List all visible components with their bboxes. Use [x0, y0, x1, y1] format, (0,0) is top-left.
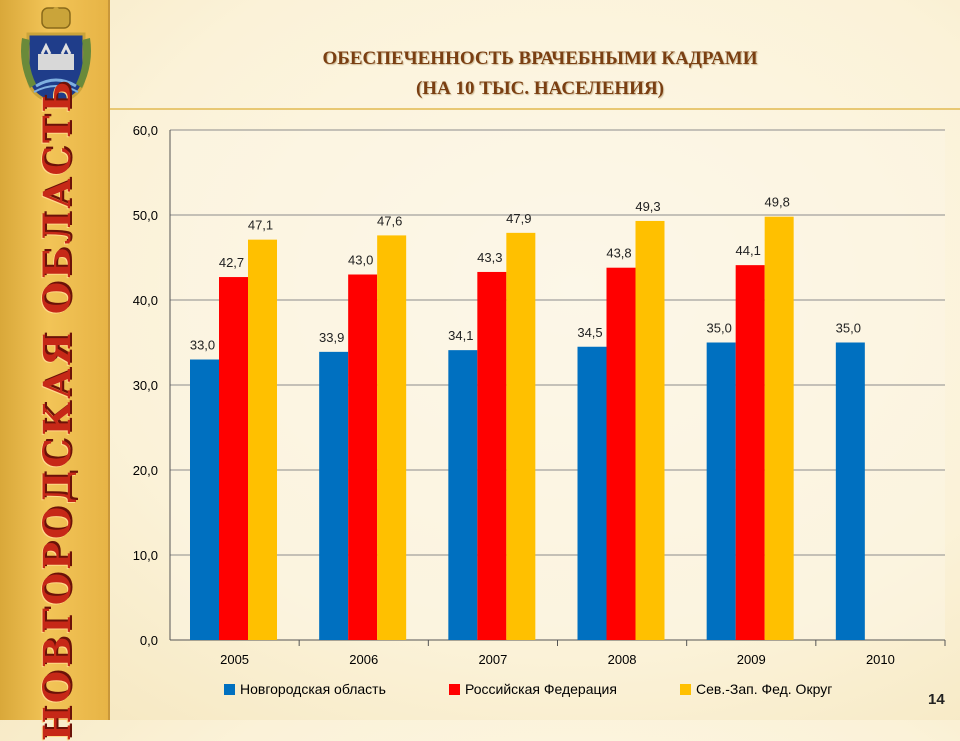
bar-3 — [506, 232, 536, 640]
y-tick-label: 20,0 — [133, 463, 158, 478]
bar-1 — [835, 342, 865, 640]
data-label: 47,6 — [377, 213, 402, 228]
page-number: 14 — [928, 691, 945, 708]
bar-2 — [735, 265, 765, 640]
data-label: 43,0 — [348, 253, 373, 268]
data-label: 44,1 — [736, 243, 761, 258]
data-label: 34,5 — [577, 325, 602, 340]
data-label: 33,0 — [190, 338, 215, 353]
bar-3 — [764, 216, 794, 640]
bar-2 — [348, 274, 378, 640]
data-label: 35,0 — [707, 321, 732, 336]
data-label: 35,0 — [836, 321, 861, 336]
bar-3 — [635, 220, 665, 640]
data-label: 43,3 — [477, 250, 502, 265]
bar-1 — [706, 342, 736, 640]
bar-1 — [190, 359, 219, 640]
data-label: 47,9 — [506, 211, 531, 226]
bar-1 — [319, 351, 349, 640]
data-label: 42,7 — [219, 255, 244, 270]
bar-2 — [606, 267, 636, 640]
bar-3 — [377, 235, 407, 640]
sidebar — [0, 0, 108, 720]
y-tick-label: 0,0 — [140, 633, 158, 648]
x-tick-label: 2009 — [737, 652, 766, 667]
x-tick-label: 2005 — [220, 652, 249, 667]
page-subtitle: (НА 10 ТЫС. НАСЕЛЕНИЯ) — [415, 78, 664, 99]
legend-swatch — [449, 684, 460, 695]
sidebar-divider — [108, 0, 110, 720]
legend-label: Сев.-Зап. Фед. Округ — [696, 681, 832, 697]
header-divider — [110, 108, 960, 110]
x-tick-label: 2006 — [349, 652, 378, 667]
legend-label: Новгородская область — [240, 681, 386, 697]
data-label: 49,8 — [765, 195, 790, 210]
data-label: 33,9 — [319, 330, 344, 345]
bar-1 — [448, 350, 478, 640]
legend-swatch — [680, 684, 691, 695]
legend-label: Российская Федерация — [465, 681, 617, 697]
data-label: 34,1 — [448, 328, 473, 343]
bar-1 — [577, 346, 607, 640]
legend-swatch — [224, 684, 235, 695]
y-tick-label: 60,0 — [133, 123, 158, 138]
data-label: 49,3 — [635, 199, 660, 214]
y-tick-label: 30,0 — [133, 378, 158, 393]
x-tick-label: 2007 — [478, 652, 507, 667]
page-title: ОБЕСПЕЧЕННОСТЬ ВРАЧЕБНЫМИ КАДРАМИ — [322, 48, 758, 69]
y-tick-label: 10,0 — [133, 548, 158, 563]
x-tick-label: 2008 — [608, 652, 637, 667]
y-tick-label: 40,0 — [133, 293, 158, 308]
x-tick-label: 2010 — [866, 652, 895, 667]
y-tick-label: 50,0 — [133, 208, 158, 223]
bar-2 — [477, 271, 507, 640]
bar-3 — [248, 239, 277, 640]
bar-2 — [219, 277, 248, 640]
bar-chart: 0,0 10,0 20,0 30,0 40,0 50,0 60,0 2005 33,0 42,7 4… — [133, 123, 946, 697]
data-label: 43,8 — [606, 246, 631, 261]
data-label: 47,1 — [248, 218, 273, 233]
coat-of-arms-icon — [21, 7, 91, 106]
